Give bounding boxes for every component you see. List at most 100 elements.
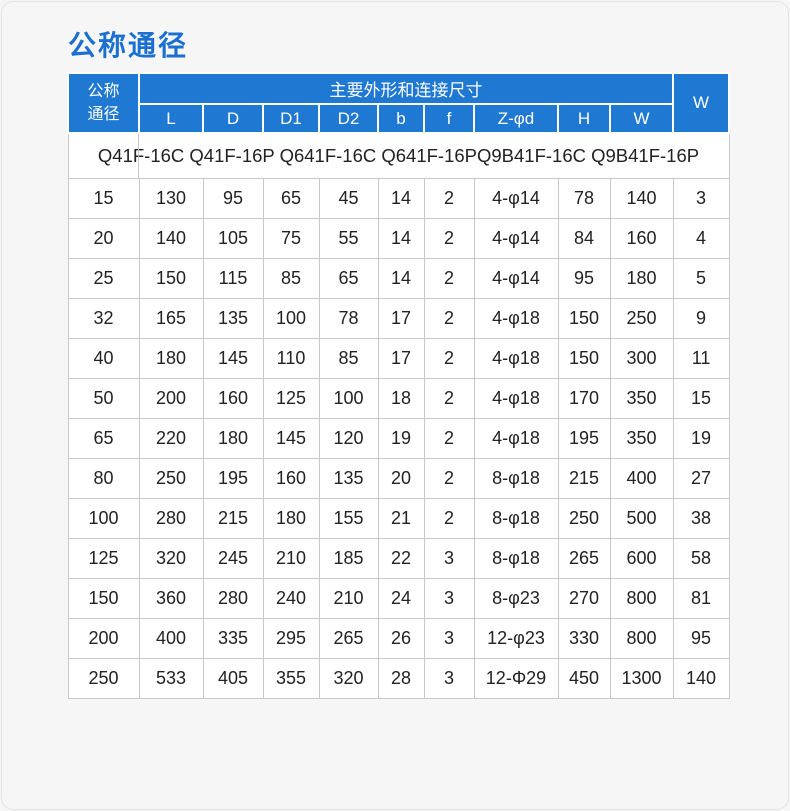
cell-dimension: 210 [318, 578, 379, 619]
cell-dimension: 135 [318, 458, 379, 499]
table-row: 100 280 215 180 155 21 2 8-φ18 250 500 38 [67, 498, 730, 539]
cell-dimension: 18 [377, 378, 425, 419]
cell-dimension: 140 [672, 658, 730, 699]
models-row: Q41F-16C Q41F-16P Q641F-16C Q641F-16PQ9B… [67, 132, 730, 179]
cell-dimension: 85 [318, 338, 379, 379]
header-main-dimensions-group: 主要外形和连接尺寸 [137, 72, 675, 105]
table-row: 40 180 145 110 85 17 2 4-φ18 150 300 11 [67, 338, 730, 379]
cell-dimension: 160 [262, 458, 320, 499]
cell-dimension: 165 [138, 298, 204, 339]
cell-dimension: 95 [672, 618, 730, 659]
cell-dimension: 140 [138, 218, 204, 259]
cell-dimension: 265 [318, 618, 379, 659]
header-col-Zpd: Z-φd [473, 103, 559, 134]
header-col-b: b [377, 103, 425, 134]
cell-dimension: 4-φ14 [473, 218, 559, 259]
cell-dimension: 150 [138, 258, 204, 299]
cell-dimension: 14 [377, 218, 425, 259]
table-row: 50 200 160 125 100 18 2 4-φ18 170 350 15 [67, 378, 730, 419]
cell-nominal-diameter: 15 [67, 178, 140, 219]
cell-nominal-diameter: 25 [67, 258, 140, 299]
cell-dimension: 450 [557, 658, 611, 699]
cell-dimension: 4-φ18 [473, 418, 559, 459]
cell-dimension: 5 [672, 258, 730, 299]
cell-dimension: 180 [202, 418, 264, 459]
cell-dimension: 4-φ18 [473, 298, 559, 339]
cell-dimension: 3 [423, 658, 475, 699]
cell-dimension: 245 [202, 538, 264, 579]
cell-dimension: 8-φ23 [473, 578, 559, 619]
cell-dimension: 250 [138, 458, 204, 499]
cell-dimension: 2 [423, 218, 475, 259]
cell-dimension: 27 [672, 458, 730, 499]
cell-dimension: 150 [557, 338, 611, 379]
header-col-f: f [423, 103, 475, 134]
cell-dimension: 320 [138, 538, 204, 579]
table-row: 32 165 135 100 78 17 2 4-φ18 150 250 9 [67, 298, 730, 339]
cell-dimension: 145 [202, 338, 264, 379]
cell-dimension: 405 [202, 658, 264, 699]
cell-dimension: 8-φ18 [473, 458, 559, 499]
cell-dimension: 140 [609, 178, 674, 219]
table-row: 150 360 280 240 210 24 3 8-φ23 270 800 81 [67, 578, 730, 619]
cell-dimension: 240 [262, 578, 320, 619]
cell-dimension: 45 [318, 178, 379, 219]
cell-nominal-diameter: 65 [67, 418, 140, 459]
cell-dimension: 21 [377, 498, 425, 539]
header-col-D1: D1 [262, 103, 320, 134]
cell-dimension: 120 [318, 418, 379, 459]
cell-dimension: 110 [262, 338, 320, 379]
cell-dimension: 3 [423, 618, 475, 659]
cell-dimension: 65 [262, 178, 320, 219]
models-cell: Q41F-16C Q41F-16P Q641F-16C Q641F-16PQ9B… [67, 132, 730, 179]
cell-dimension: 100 [318, 378, 379, 419]
cell-dimension: 22 [377, 538, 425, 579]
cell-dimension: 500 [609, 498, 674, 539]
cell-dimension: 130 [138, 178, 204, 219]
cell-dimension: 19 [377, 418, 425, 459]
cell-dimension: 38 [672, 498, 730, 539]
cell-dimension: 200 [138, 378, 204, 419]
cell-dimension: 14 [377, 178, 425, 219]
header-col-H: H [557, 103, 611, 134]
header-nominal-diameter: 公称 通径 [67, 72, 140, 134]
cell-dimension: 55 [318, 218, 379, 259]
cell-dimension: 170 [557, 378, 611, 419]
cell-dimension: 335 [202, 618, 264, 659]
cell-dimension: 4-φ18 [473, 378, 559, 419]
cell-nominal-diameter: 200 [67, 618, 140, 659]
cell-nominal-diameter: 250 [67, 658, 140, 699]
table-row: 250 533 405 355 320 28 3 12-Φ29 450 1300 140 [67, 658, 730, 699]
cell-dimension: 185 [318, 538, 379, 579]
cell-dimension: 11 [672, 338, 730, 379]
cell-nominal-diameter: 100 [67, 498, 140, 539]
cell-dimension: 800 [609, 618, 674, 659]
header-weight-column: W [672, 72, 731, 134]
table-row: 80 250 195 160 135 20 2 8-φ18 215 400 27 [67, 458, 730, 499]
table-row: 15 130 95 65 45 14 2 4-φ14 78 140 3 [67, 178, 730, 219]
cell-dimension: 85 [262, 258, 320, 299]
cell-dimension: 265 [557, 538, 611, 579]
cell-dimension: 160 [609, 218, 674, 259]
cell-dimension: 350 [609, 378, 674, 419]
cell-dimension: 250 [557, 498, 611, 539]
cell-dimension: 58 [672, 538, 730, 579]
cell-dimension: 125 [262, 378, 320, 419]
cell-dimension: 19 [672, 418, 730, 459]
cell-dimension: 295 [262, 618, 320, 659]
cell-dimension: 195 [557, 418, 611, 459]
cell-dimension: 270 [557, 578, 611, 619]
cell-dimension: 4-φ18 [473, 338, 559, 379]
cell-dimension: 135 [202, 298, 264, 339]
cell-dimension: 150 [557, 298, 611, 339]
table-row: 20 140 105 75 55 14 2 4-φ14 84 160 4 [67, 218, 730, 259]
table-row: 125 320 245 210 185 22 3 8-φ18 265 600 58 [67, 538, 730, 579]
cell-dimension: 355 [262, 658, 320, 699]
cell-dimension: 400 [138, 618, 204, 659]
cell-dimension: 17 [377, 298, 425, 339]
cell-dimension: 81 [672, 578, 730, 619]
cell-dimension: 3 [423, 578, 475, 619]
cell-dimension: 350 [609, 418, 674, 459]
cell-dimension: 800 [609, 578, 674, 619]
cell-nominal-diameter: 50 [67, 378, 140, 419]
